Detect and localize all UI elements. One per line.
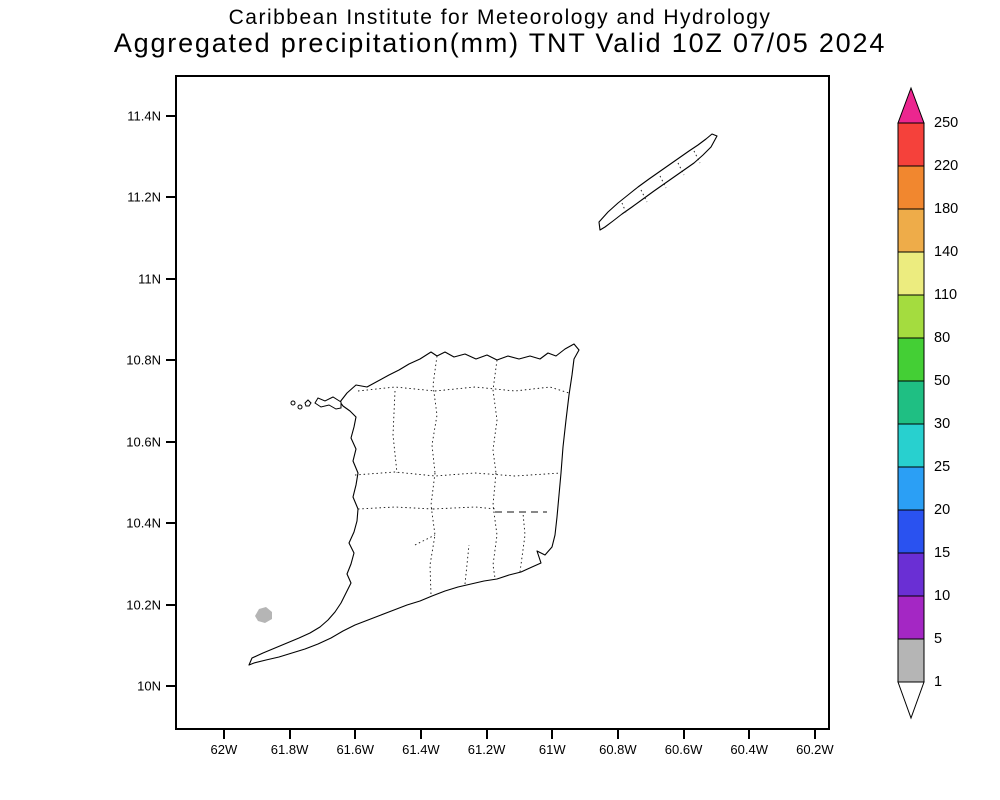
lon-tick-label: 61.2W [467, 742, 506, 757]
lon-tick-label: 61W [538, 742, 566, 757]
colorbar-tick-label: 220 [934, 158, 959, 174]
lon-tick-mark [485, 730, 488, 739]
colorbar-tick-label: 140 [934, 244, 959, 260]
lon-tick-mark [222, 730, 225, 739]
colorbar-tick-label: 10 [934, 588, 951, 604]
lon-tick-label: 61.8W [270, 742, 309, 757]
lon-tick-label: 61.4W [402, 742, 440, 757]
figure-title-institute: Caribbean Institute for Meteorology and … [228, 6, 772, 29]
lat-tick-mark [166, 440, 175, 443]
colorbar-segment [897, 509, 925, 554]
colorbar-tick-label: 25 [934, 459, 951, 475]
lat-tick-mark [166, 603, 175, 606]
lon-tick-label: 60.6W [664, 742, 703, 757]
lat-tick-mark [166, 196, 175, 199]
colorbar-segment [897, 122, 925, 167]
colorbar-segment [897, 595, 925, 640]
lon-tick-label: 61.6W [336, 742, 375, 757]
colorbar-scale [897, 86, 925, 720]
lat-tick-mark [166, 114, 175, 117]
colorbar-segment [897, 638, 925, 683]
lon-tick-label: 60.4W [730, 742, 769, 757]
colorbar-arrow-below [897, 681, 925, 720]
lat-tick-mark [166, 522, 175, 525]
lat-tick-label: 10.4N [126, 515, 161, 531]
bocas-islet-1 [304, 399, 312, 407]
colorbar-arrow-above [897, 86, 925, 124]
figure-title-product: Aggregated precipitation(mm) TNT Valid 1… [113, 28, 887, 58]
map-canvas [248, 133, 718, 666]
lon-tick-label: 60.2W [796, 742, 834, 757]
lon-tick-label: 62W [210, 742, 238, 757]
bocas-islet-2 [297, 404, 303, 410]
lat-tick-label: 11N [138, 271, 161, 287]
colorbar-tick-label: 30 [934, 416, 951, 432]
colorbar-tick-label: 1 [934, 674, 943, 690]
colorbar-tick-label: 110 [934, 287, 958, 303]
lat-tick-mark [166, 277, 175, 280]
colorbar-tick-label: 20 [934, 502, 951, 518]
lon-tick-mark [354, 730, 357, 739]
map-plot-area: 11.4N 11.2N 11N 10.8N 10.6N 10.4N 10.2N 10N 62W 6… [126, 75, 834, 757]
lat-tick-mark [166, 685, 175, 688]
lat-tick-label: 10.6N [126, 434, 161, 450]
lon-tick-label: 60.8W [599, 742, 637, 757]
lon-tick-mark [616, 730, 619, 739]
tobago-coastline [598, 133, 718, 231]
lon-tick-mark [551, 730, 554, 739]
lat-tick-label: 11.2N [127, 189, 161, 205]
lon-tick-mark [748, 730, 751, 739]
lat-tick-label: 11.4N [127, 108, 161, 124]
lat-tick-label: 10.2N [126, 597, 161, 613]
colorbar-tick-label: 5 [934, 631, 943, 647]
colorbar-segment [897, 294, 925, 339]
trinidad-coastline [248, 343, 580, 666]
colorbar-segment [897, 208, 925, 253]
colorbar-segment [897, 165, 925, 210]
colorbar-segment [897, 552, 925, 597]
precip-area [255, 607, 272, 623]
lon-tick-mark [288, 730, 291, 739]
colorbar-segment [897, 337, 925, 382]
colorbar-segment [897, 466, 925, 511]
lat-tick-label: 10.8N [126, 352, 161, 368]
bocas-islet-3 [290, 400, 296, 406]
colorbar-tick-label: 15 [934, 545, 951, 561]
lon-tick-mark [419, 730, 422, 739]
colorbar-tick-label: 250 [934, 115, 959, 131]
colorbar-segment [897, 380, 925, 425]
colorbar-tick-label: 50 [934, 373, 951, 389]
lon-tick-mark [813, 730, 816, 739]
trinidad-nw-peninsula [314, 396, 342, 410]
lon-tick-mark [682, 730, 685, 739]
district-boundaries [354, 150, 701, 596]
lat-tick-label: 10N [137, 678, 161, 694]
precip-colorbar: 250 220 180 140 110 80 50 30 25 20 15 10 5 1 [897, 86, 978, 728]
colorbar-tick-label: 80 [934, 330, 951, 346]
colorbar-segment [897, 423, 925, 468]
colorbar-tick-label: 180 [934, 201, 959, 217]
lat-tick-mark [166, 359, 175, 362]
colorbar-segment [897, 251, 925, 296]
